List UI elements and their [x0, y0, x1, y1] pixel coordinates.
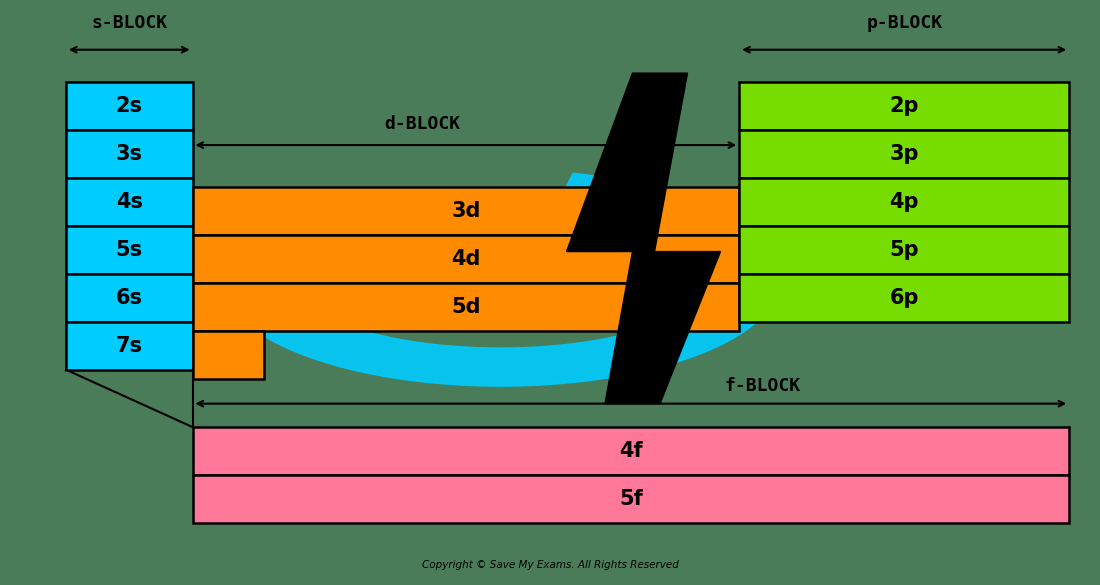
Bar [66, 82, 192, 130]
Bar [66, 178, 192, 226]
Text: 5d: 5d [451, 297, 481, 317]
Bar [739, 226, 1069, 274]
Text: 5s: 5s [116, 240, 143, 260]
Bar [192, 235, 739, 283]
Bar [66, 322, 192, 370]
Bar [739, 178, 1069, 226]
Bar [739, 274, 1069, 322]
Bar [66, 226, 192, 274]
Bar [192, 187, 739, 235]
Bar [192, 331, 264, 379]
Bar [192, 427, 1069, 475]
Text: 5p: 5p [890, 240, 918, 260]
Text: d-BLOCK: d-BLOCK [384, 115, 460, 133]
Text: p-BLOCK: p-BLOCK [866, 14, 943, 32]
Text: 4p: 4p [890, 192, 918, 212]
Text: 6p: 6p [890, 288, 918, 308]
Bar [739, 130, 1069, 178]
Bar [739, 82, 1069, 130]
Text: Copyright © Save My Exams. All Rights Reserved: Copyright © Save My Exams. All Rights Re… [421, 560, 679, 570]
Text: 4d: 4d [451, 249, 481, 269]
Text: 4f: 4f [619, 441, 642, 461]
Polygon shape [566, 73, 720, 404]
Text: 3p: 3p [890, 144, 918, 164]
Bar [192, 283, 739, 331]
Polygon shape [220, 173, 781, 386]
Text: 2p: 2p [890, 96, 918, 116]
Text: s-BLOCK: s-BLOCK [91, 14, 167, 32]
Bar [192, 475, 1069, 523]
Text: 3d: 3d [451, 201, 481, 221]
Text: 4s: 4s [116, 192, 143, 212]
Text: 7s: 7s [116, 336, 143, 356]
Text: 2s: 2s [116, 96, 143, 116]
Bar [66, 130, 192, 178]
Bar [66, 274, 192, 322]
Text: 6s: 6s [116, 288, 143, 308]
Text: 3s: 3s [116, 144, 143, 164]
Text: f-BLOCK: f-BLOCK [725, 377, 801, 395]
Text: 5f: 5f [619, 489, 642, 509]
